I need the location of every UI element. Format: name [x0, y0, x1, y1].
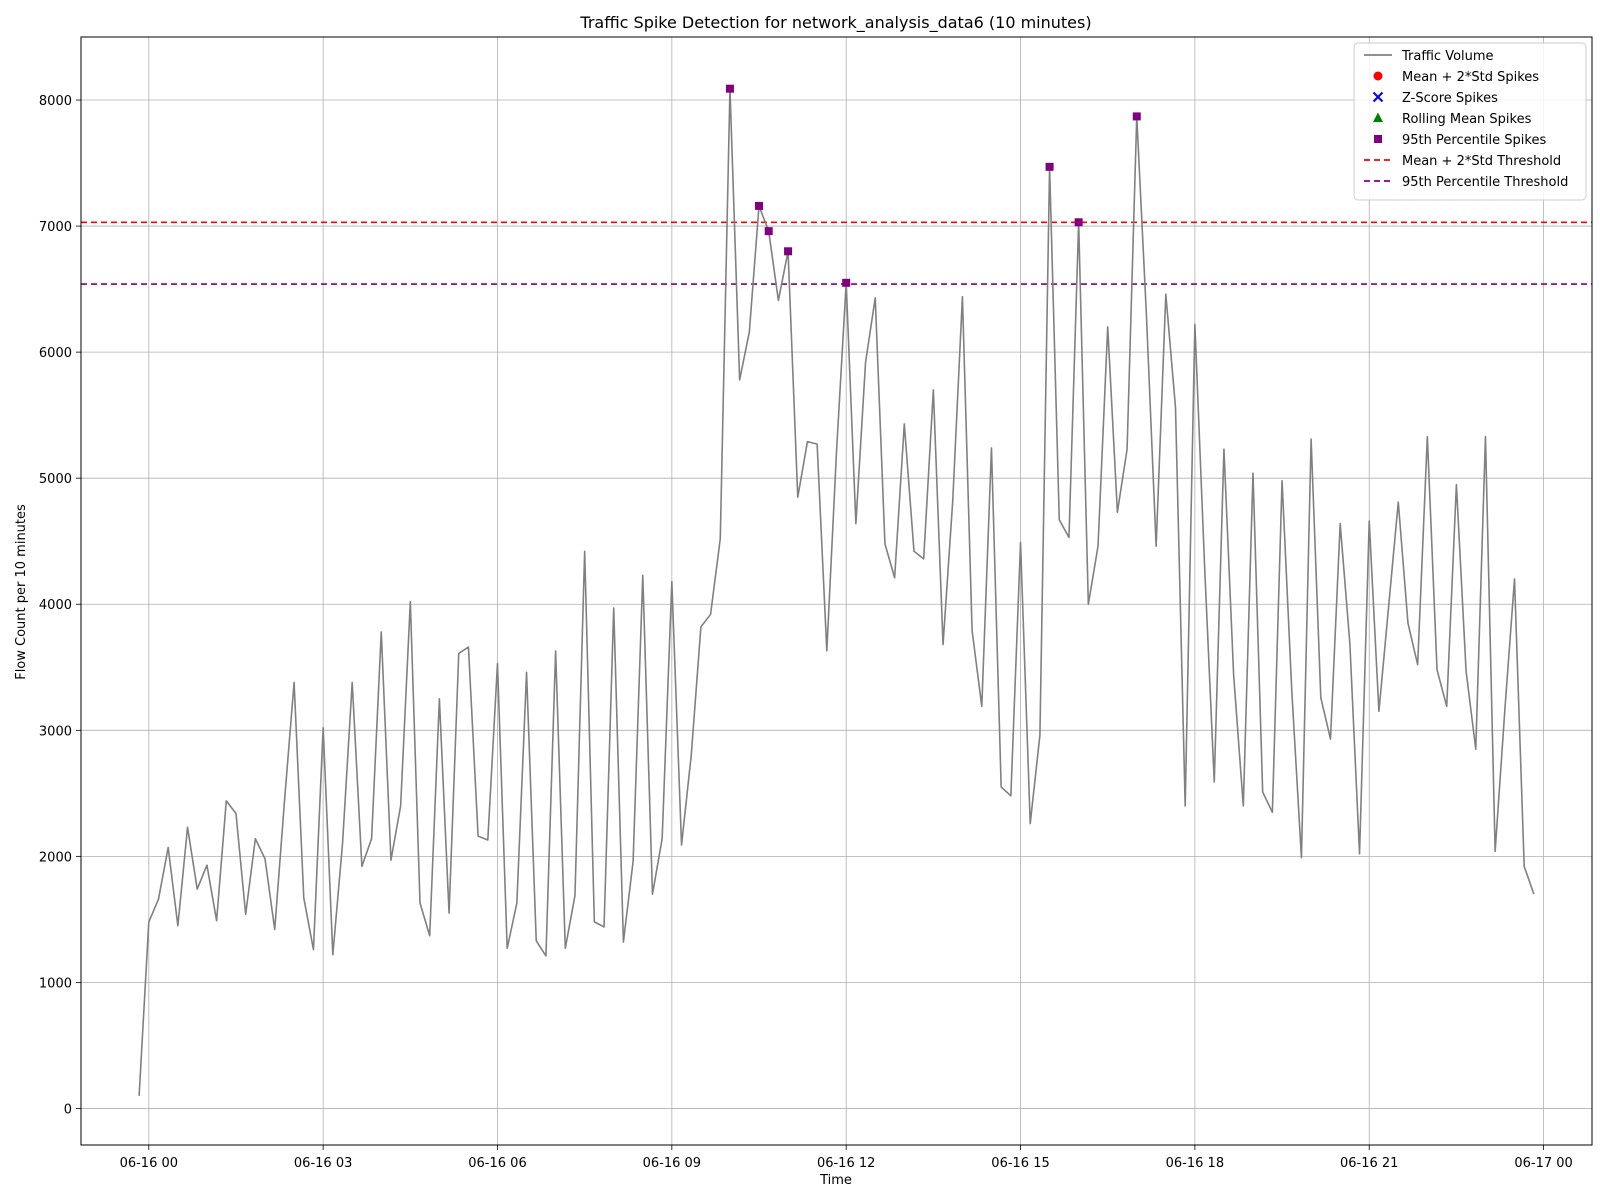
legend-marker-swatch: [1372, 91, 1384, 103]
spike-markers: [725, 84, 1141, 287]
x-tick-label: 06-16 18: [1166, 1156, 1224, 1171]
spike-marker: [1045, 162, 1054, 171]
y-tick-label: 5000: [39, 472, 72, 487]
spike-marker: [784, 247, 793, 256]
x-tick-label: 06-17 00: [1514, 1156, 1572, 1171]
spike-marker: [725, 84, 734, 93]
spike-marker: [842, 278, 851, 287]
series-layer: [138, 87, 1535, 1096]
y-tick-label: 7000: [39, 220, 72, 235]
legend-label: 95th Percentile Spikes: [1402, 133, 1546, 148]
legend-marker-swatch: [1373, 112, 1383, 122]
threshold-lines: [81, 221, 1592, 285]
y-tick-label: 2000: [39, 850, 72, 865]
legend-label: Mean + 2*Std Threshold: [1402, 154, 1561, 169]
x-tick-label: 06-16 09: [643, 1156, 701, 1171]
spike-marker: [764, 227, 773, 236]
x-axis-ticks: 06-16 00 06-16 03 06-16 06 06-16 09 06-16 12…: [120, 1145, 1573, 1171]
spike-marker: [1074, 218, 1083, 227]
legend-label: Traffic Volume: [1401, 49, 1494, 64]
x-axis-label: Time: [819, 1173, 852, 1188]
chart-title: Traffic Spike Detection for network_anal…: [579, 13, 1091, 33]
y-tick-label: 0: [64, 1102, 72, 1117]
plot-frame: [80, 36, 1593, 1146]
x-tick-label: 06-16 15: [991, 1156, 1049, 1171]
legend: Traffic Volume Mean + 2*Std Spikes Z-Score…: [1353, 42, 1587, 201]
legend-label: Z-Score Spikes: [1402, 91, 1498, 106]
x-marker-stroke: [1372, 91, 1384, 103]
x-tick-label: 06-16 21: [1340, 1156, 1398, 1171]
y-tick-label: 3000: [39, 724, 72, 739]
y-tick-label: 6000: [39, 346, 72, 361]
traffic-volume-line: [138, 87, 1535, 1096]
spike-marker: [755, 201, 764, 210]
x-tick-label: 06-16 03: [294, 1156, 352, 1171]
legend-marker-swatch: [1374, 135, 1382, 143]
y-tick-label: 1000: [39, 976, 72, 991]
spike-marker: [1132, 112, 1141, 121]
legend-marker-swatch: [1373, 71, 1383, 81]
x-tick-label: 06-16 06: [468, 1156, 526, 1171]
legend-box: [1353, 42, 1587, 201]
y-tick-label: 8000: [39, 94, 72, 109]
x-tick-label: 06-16 00: [120, 1156, 178, 1171]
legend-label: Rolling Mean Spikes: [1402, 112, 1532, 127]
y-axis-label: Flow Count per 10 minutes: [14, 504, 29, 680]
y-tick-label: 4000: [39, 598, 72, 613]
legend-label: 95th Percentile Threshold: [1402, 175, 1568, 190]
x-tick-label: 06-16 12: [817, 1156, 875, 1171]
legend-label: Mean + 2*Std Spikes: [1402, 70, 1539, 85]
y-axis-ticks: 0 1000 2000 3000 4000 5000 6000 7000 8000: [39, 94, 81, 1117]
